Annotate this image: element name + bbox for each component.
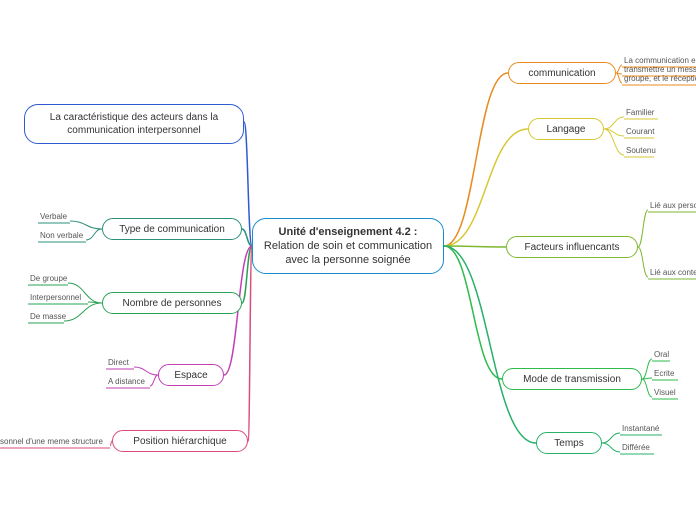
leaf: A distance: [108, 377, 145, 386]
branch-caract[interactable]: La caractéristique des acteurs dans la c…: [24, 104, 244, 144]
leaf: Visuel: [654, 388, 676, 397]
branch-espace[interactable]: Espace: [158, 364, 224, 386]
leaf: Ecrite: [654, 369, 674, 378]
branch-typecom[interactable]: Type de communication: [102, 218, 242, 240]
branch-position[interactable]: Position hiérarchique: [112, 430, 248, 452]
leaf: Interpersonnel: [30, 293, 81, 302]
branch-langage[interactable]: Langage: [528, 118, 604, 140]
leaf: Familier: [626, 108, 654, 117]
leaf: De masse: [30, 312, 66, 321]
nodes-layer: Unité d'enseignement 4.2 : Relation de s…: [0, 0, 696, 520]
branch-nombre[interactable]: Nombre de personnes: [102, 292, 242, 314]
branch-communication[interactable]: communication: [508, 62, 616, 84]
leaf: Soutenu: [626, 146, 656, 155]
center-title: Unité d'enseignement 4.2 :: [279, 226, 418, 238]
leaf: Non verbale: [40, 231, 83, 240]
leaf: Lié aux personnes: [650, 201, 696, 210]
leaf: transmettre un message un message: [624, 65, 696, 74]
leaf: La communication est un processus q: [624, 56, 696, 65]
leaf: Différée: [622, 443, 650, 452]
branch-temps[interactable]: Temps: [536, 432, 602, 454]
leaf: Verbale: [40, 212, 67, 221]
center-subtitle: Relation de soin et communication avec l…: [264, 240, 432, 266]
branch-mode[interactable]: Mode de transmission: [502, 368, 642, 390]
leaf: Courant: [626, 127, 654, 136]
leaf: Direct: [108, 358, 129, 367]
leaf: Instantané: [622, 424, 659, 433]
center-node[interactable]: Unité d'enseignement 4.2 : Relation de s…: [252, 218, 444, 274]
leaf: Lié aux contextes: [650, 268, 696, 277]
branch-facteurs[interactable]: Facteurs influencants: [506, 236, 638, 258]
leaf: De groupe: [30, 274, 67, 283]
leaf: Oral: [654, 350, 669, 359]
leaf: sonnel d'une meme structure: [0, 437, 103, 446]
leaf: groupe, et le réceptionner par autrui.: [624, 74, 696, 83]
